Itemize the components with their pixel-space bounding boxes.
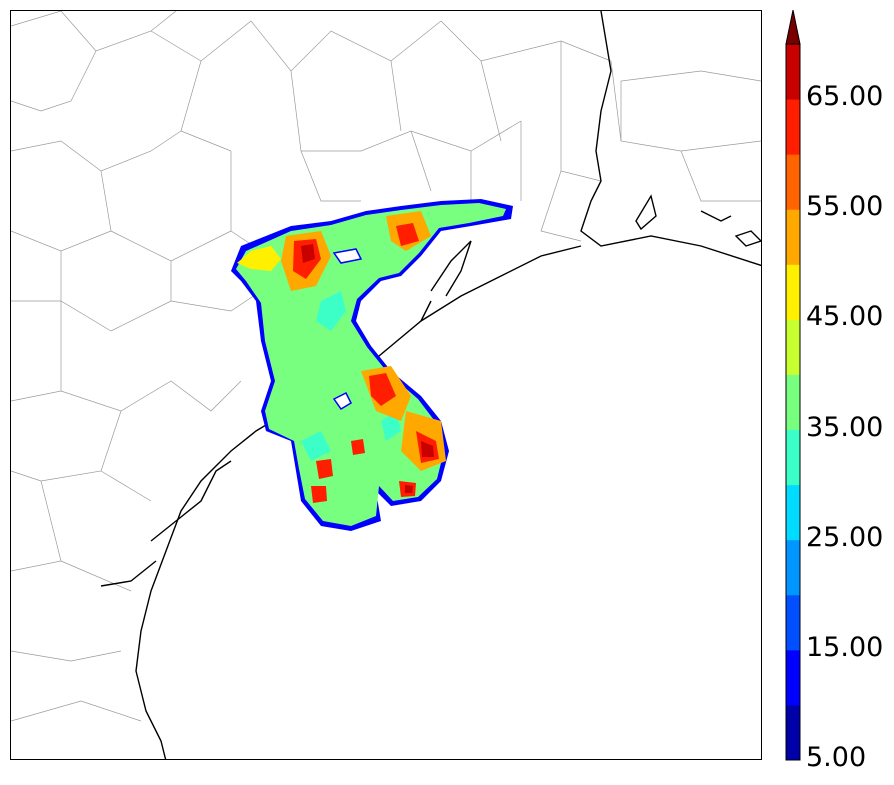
colorbar-tick-label: 5.00 xyxy=(806,742,867,773)
map-panel xyxy=(10,10,762,760)
colorbar-extend-arrow xyxy=(785,10,801,45)
colorbar-tick-label: 35.00 xyxy=(806,411,884,443)
colorbar-segment xyxy=(786,539,800,596)
colorbar-tick-label: 65.00 xyxy=(806,81,884,113)
colorbar-tick-label: 45.00 xyxy=(806,301,884,333)
colorbar-tick-label: 15.00 xyxy=(806,631,884,663)
colorbar-segment xyxy=(786,154,800,210)
colorbar-segment xyxy=(786,209,800,265)
colorbar-segment xyxy=(786,484,800,541)
colorbar-segment xyxy=(786,374,800,431)
colorbar-segment xyxy=(786,44,800,100)
coastline xyxy=(100,11,761,759)
colorbar-segment xyxy=(786,99,800,155)
colorbar-segment xyxy=(786,319,800,375)
colorbar xyxy=(785,10,801,761)
colorbar-outline xyxy=(785,43,801,761)
map-canvas xyxy=(11,11,761,759)
colorbar-tick-label: 55.00 xyxy=(806,191,884,223)
colorbar-segment xyxy=(786,649,800,706)
colorbar-segment xyxy=(786,594,800,651)
colorbar-segment xyxy=(786,429,800,486)
colorbar-tick-label: 25.00 xyxy=(806,521,884,553)
county-boundaries xyxy=(11,11,761,722)
rainfall-field xyxy=(231,199,513,531)
colorbar-segment xyxy=(786,264,800,320)
colorbar-segment xyxy=(786,704,800,761)
